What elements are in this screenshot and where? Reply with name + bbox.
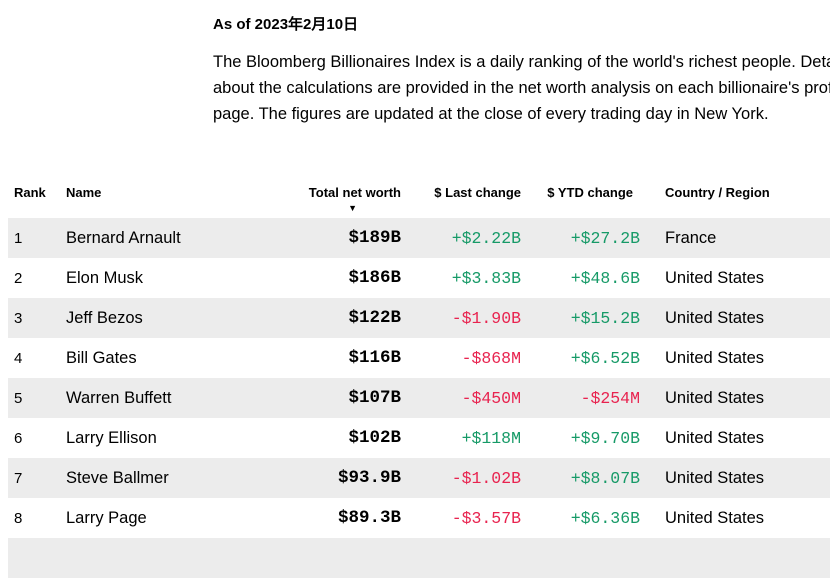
table-body: 1 Bernard Arnault $189B +$2.22B +$27.2B … — [8, 218, 830, 578]
rank-cell: 5 — [14, 389, 23, 407]
column-header-rank[interactable]: Rank — [14, 185, 46, 200]
net-worth-cell: $93.9B — [337, 468, 401, 488]
column-header-ytd-change[interactable]: $ YTD change — [547, 185, 633, 200]
table-header-row: Rank Name Total net worth ▼ $ Last chang… — [8, 180, 830, 218]
last-change-cell: -$868M — [461, 348, 521, 368]
ytd-change-cell: +$27.2B — [570, 228, 640, 248]
ytd-change-cell: +$48.6B — [570, 268, 640, 288]
sort-descending-icon[interactable]: ▼ — [348, 203, 357, 213]
table-row[interactable]: 4 Bill Gates $116B -$868M +$6.52B United… — [8, 338, 830, 378]
intro-text-line: The Bloomberg Billionaires Index is a da… — [213, 53, 830, 71]
column-header-last-change[interactable]: $ Last change — [434, 185, 521, 200]
table-row[interactable]: 5 Warren Buffett $107B -$450M -$254M Uni… — [8, 378, 830, 418]
net-worth-cell: $102B — [348, 428, 401, 448]
rank-cell: 3 — [14, 309, 23, 327]
rank-cell: 2 — [14, 269, 23, 287]
country-cell: United States — [665, 468, 765, 487]
net-worth-cell: $107B — [348, 388, 401, 408]
name-cell[interactable]: Bernard Arnault — [66, 228, 181, 247]
last-change-cell: -$450M — [461, 388, 521, 408]
country-cell: United States — [665, 428, 765, 447]
country-cell: United States — [665, 348, 765, 367]
rank-cell: 7 — [14, 469, 23, 487]
intro-section: As of 2023年2月10日 The Bloomberg Billionai… — [213, 13, 830, 127]
ytd-change-cell: +$6.36B — [570, 508, 640, 528]
country-cell: United States — [665, 388, 765, 407]
ytd-change-cell: +$9.70B — [570, 428, 640, 448]
column-header-net-worth-label: Total net worth — [308, 185, 401, 200]
table-row[interactable]: 8 Larry Page $89.3B -$3.57B +$6.36B Unit… — [8, 498, 830, 538]
last-change-cell: +$118M — [461, 428, 521, 448]
name-cell[interactable]: Larry Ellison — [66, 428, 157, 447]
intro-text-line: page. The figures are updated at the clo… — [213, 105, 769, 123]
table-row[interactable]: 2 Elon Musk $186B +$3.83B +$48.6B United… — [8, 258, 830, 298]
rank-cell: 8 — [14, 509, 23, 527]
last-change-cell: +$2.22B — [451, 228, 521, 248]
column-header-name[interactable]: Name — [66, 185, 102, 200]
name-cell[interactable]: Warren Buffett — [66, 388, 172, 407]
table-row-partial[interactable] — [8, 538, 830, 578]
ytd-change-cell: +$8.07B — [570, 468, 640, 488]
name-cell[interactable]: Bill Gates — [66, 348, 137, 367]
table-row[interactable]: 1 Bernard Arnault $189B +$2.22B +$27.2B … — [8, 218, 830, 258]
name-cell[interactable]: Steve Ballmer — [66, 468, 169, 487]
table-row[interactable]: 6 Larry Ellison $102B +$118M +$9.70B Uni… — [8, 418, 830, 458]
ytd-change-cell: +$6.52B — [570, 348, 640, 368]
ytd-change-cell: +$15.2B — [570, 308, 640, 328]
intro-text-line: about the calculations are provided in t… — [213, 79, 830, 97]
ytd-change-cell: -$254M — [580, 388, 640, 408]
country-cell: United States — [665, 268, 765, 287]
country-cell: United States — [665, 308, 765, 327]
billionaires-table: Rank Name Total net worth ▼ $ Last chang… — [8, 180, 830, 578]
rank-cell: 1 — [14, 229, 23, 247]
table-row[interactable]: 3 Jeff Bezos $122B -$1.90B +$15.2B Unite… — [8, 298, 830, 338]
name-cell[interactable]: Elon Musk — [66, 268, 144, 287]
table-row[interactable]: 7 Steve Ballmer $93.9B -$1.02B +$8.07B U… — [8, 458, 830, 498]
last-change-cell: -$3.57B — [451, 508, 521, 528]
net-worth-cell: $89.3B — [337, 508, 401, 528]
rank-cell: 6 — [14, 429, 23, 447]
country-cell: United States — [665, 508, 765, 527]
net-worth-cell: $186B — [348, 268, 401, 288]
country-cell: France — [665, 228, 717, 247]
column-header-net-worth[interactable]: Total net worth ▼ — [281, 185, 401, 213]
name-cell[interactable]: Larry Page — [66, 508, 147, 527]
last-change-cell: -$1.90B — [451, 308, 521, 328]
net-worth-cell: $189B — [348, 228, 401, 248]
net-worth-cell: $122B — [348, 308, 401, 328]
name-cell[interactable]: Jeff Bezos — [66, 308, 143, 327]
last-change-cell: +$3.83B — [451, 268, 521, 288]
rank-cell: 4 — [14, 349, 23, 367]
net-worth-cell: $116B — [348, 348, 401, 368]
last-change-cell: -$1.02B — [451, 468, 521, 488]
as-of-date: As of 2023年2月10日 — [213, 16, 359, 33]
column-header-country[interactable]: Country / Region — [665, 185, 770, 200]
